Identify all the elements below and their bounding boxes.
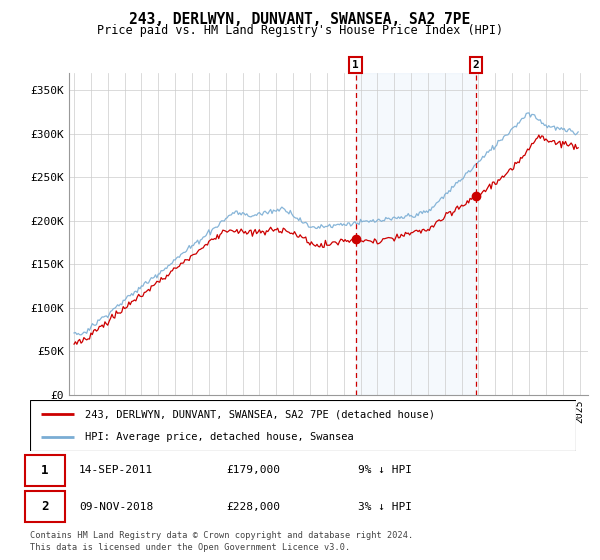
Text: Price paid vs. HM Land Registry's House Price Index (HPI): Price paid vs. HM Land Registry's House … [97, 24, 503, 36]
Text: 2: 2 [41, 500, 49, 514]
Text: Contains HM Land Registry data © Crown copyright and database right 2024.: Contains HM Land Registry data © Crown c… [30, 531, 413, 540]
Text: 09-NOV-2018: 09-NOV-2018 [79, 502, 154, 512]
FancyBboxPatch shape [25, 455, 65, 486]
Text: 2: 2 [473, 60, 479, 70]
Text: HPI: Average price, detached house, Swansea: HPI: Average price, detached house, Swan… [85, 432, 353, 442]
Text: 243, DERLWYN, DUNVANT, SWANSEA, SA2 7PE (detached house): 243, DERLWYN, DUNVANT, SWANSEA, SA2 7PE … [85, 409, 434, 419]
Text: 3% ↓ HPI: 3% ↓ HPI [358, 502, 412, 512]
Text: 14-SEP-2011: 14-SEP-2011 [79, 465, 154, 475]
Bar [356, 73, 476, 395]
Text: 1: 1 [41, 464, 49, 477]
Text: 243, DERLWYN, DUNVANT, SWANSEA, SA2 7PE: 243, DERLWYN, DUNVANT, SWANSEA, SA2 7PE [130, 12, 470, 27]
Text: This data is licensed under the Open Government Licence v3.0.: This data is licensed under the Open Gov… [30, 543, 350, 552]
Text: £179,000: £179,000 [227, 465, 281, 475]
Text: £228,000: £228,000 [227, 502, 281, 512]
Text: 9% ↓ HPI: 9% ↓ HPI [358, 465, 412, 475]
FancyBboxPatch shape [25, 492, 65, 522]
Text: 1: 1 [352, 60, 359, 70]
